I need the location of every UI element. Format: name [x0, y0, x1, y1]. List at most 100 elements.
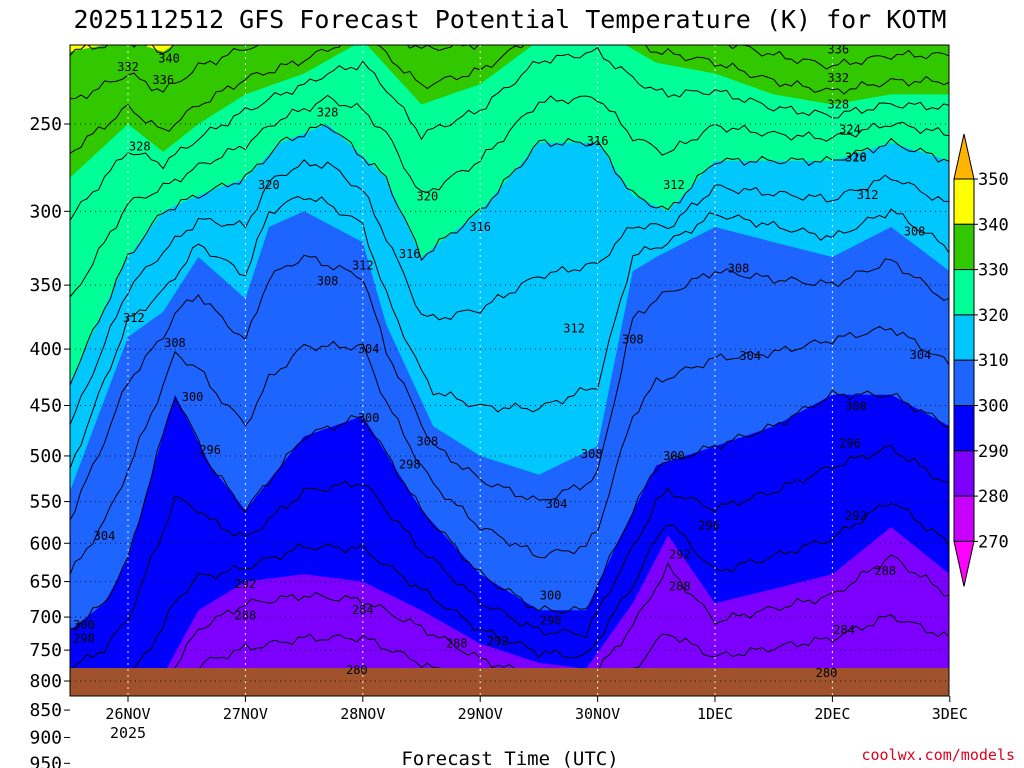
y-tick-label: 250: [29, 114, 62, 135]
contour-label: 308: [904, 225, 926, 239]
colorbar-box: [953, 495, 975, 542]
colorbar-box: [953, 405, 975, 452]
x-tick-sublabel: 2025: [110, 724, 146, 742]
contour-312: [70, 196, 949, 470]
contour-label: 284: [604, 695, 626, 709]
contour-label: 316: [399, 247, 421, 261]
contour-label: 320: [417, 190, 439, 204]
contour-label: 340: [158, 51, 180, 65]
contour-label: 280: [346, 663, 368, 677]
colorbar-box: [953, 223, 975, 271]
contour-label: 298: [399, 457, 421, 471]
x-tick-label: 30NOV: [575, 705, 620, 723]
contour-label: 292: [82, 705, 104, 719]
contour-label: 288: [446, 637, 468, 651]
y-tick-label: 400: [29, 339, 62, 360]
contour-label: 308: [728, 261, 750, 275]
contour-label: 304: [94, 529, 116, 543]
color-bands: [70, 45, 949, 696]
contour-label: 304: [739, 349, 761, 363]
contour-label: 312: [563, 321, 585, 335]
colorbar-tick-label: 290: [978, 442, 1009, 462]
contour-label: 300: [540, 588, 562, 602]
x-tick-label: 3DEC: [932, 705, 968, 723]
contour-label: 292: [669, 547, 691, 561]
y-tick-label: 750: [29, 640, 62, 661]
contour-label: 320: [845, 150, 867, 164]
x-tick-label: 26NOV: [105, 705, 150, 723]
contour-label: 292: [487, 634, 509, 648]
colorbar-extend-top: [953, 133, 975, 180]
x-tick-label: 28NOV: [340, 705, 385, 723]
contour-label: 298: [73, 631, 95, 645]
colorbar-extend-bottom: [953, 540, 975, 587]
contour-300: [70, 389, 949, 631]
colorbar-box: [953, 178, 975, 225]
contour-label: 316: [469, 220, 491, 234]
contour-328: [70, 46, 949, 222]
contour-label: 312: [663, 178, 685, 192]
contour-label: 320: [258, 178, 280, 192]
contour-label: 312: [352, 259, 374, 273]
contour-label: 312: [123, 311, 145, 325]
contour-label: 280: [816, 666, 838, 680]
colorbar-box: [953, 269, 975, 316]
contour-label: 316: [845, 150, 867, 164]
contour-label: 288: [235, 609, 257, 623]
contour-316: [70, 159, 949, 426]
contour-label: 308: [622, 332, 644, 346]
colorbar-tick-label: 310: [978, 351, 1009, 371]
contour-label: 300: [73, 618, 95, 632]
y-tick-label: 700: [29, 607, 62, 628]
colorbar: 270 280 290 300 310 320 330 340 350: [953, 133, 1009, 587]
y-tick-label: 550: [29, 492, 62, 513]
y-tick-label: 300: [29, 201, 62, 222]
contour-label: 324: [839, 123, 861, 137]
contour-label: 288: [669, 580, 691, 594]
colorbar-tick-label: 340: [978, 215, 1009, 235]
contour-label: 272: [816, 743, 838, 757]
band-330: [70, 45, 949, 179]
contour-324: [70, 94, 949, 298]
ground-surface: [70, 668, 949, 696]
contour-label: 300: [182, 390, 204, 404]
x-tick-label: 27NOV: [223, 705, 268, 723]
colorbar-box: [953, 359, 975, 407]
y-tick-label: 650: [29, 572, 62, 593]
contour-284: [170, 613, 949, 696]
contour-label: 304: [358, 342, 380, 356]
contour-label: 280: [587, 733, 609, 747]
contour-label: 336: [152, 73, 174, 87]
plot-area: 3443403363323283243283203203243283163163…: [70, 43, 949, 757]
y-tick-label: 800: [29, 671, 62, 692]
x-tick-label: 29NOV: [458, 705, 503, 723]
colorbar-tick-label: 350: [978, 170, 1009, 190]
contour-label: 308: [164, 336, 186, 350]
y-tick-label: 450: [29, 395, 62, 416]
colorbar-box: [953, 450, 975, 497]
contour-label: 296: [540, 613, 562, 627]
contour-label: 300: [663, 449, 685, 463]
colorbar-tick-label: 270: [978, 532, 1009, 552]
y-tick-label: 900: [29, 727, 62, 748]
contour-label: 296: [199, 443, 221, 457]
contour-label: 292: [235, 577, 257, 591]
y-tick-label: 600: [29, 533, 62, 554]
contour-label: 312: [857, 188, 879, 202]
y-tick-label: 950: [29, 753, 62, 768]
contour-296: [70, 444, 949, 673]
x-axis-label: Forecast Time (UTC): [401, 748, 618, 768]
contour-label: 304: [910, 348, 932, 362]
colorbar-box: [953, 314, 975, 361]
contour-label: 336: [827, 43, 849, 57]
contour-label: 284: [352, 603, 374, 617]
contour-lines: [70, 45, 949, 696]
grid-lines: [70, 45, 949, 696]
contour-label: 332: [117, 60, 139, 74]
contour-label: 308: [581, 447, 603, 461]
contour-label: 300: [845, 400, 867, 414]
colorbar-tick-label: 280: [978, 487, 1009, 507]
contour-label: 304: [546, 497, 568, 511]
